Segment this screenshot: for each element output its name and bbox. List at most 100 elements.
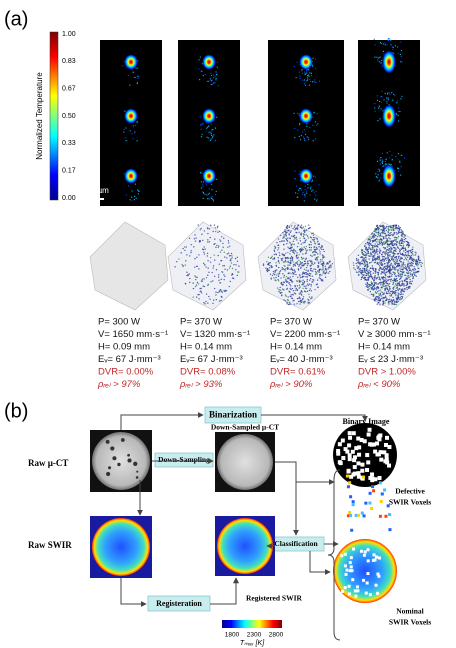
defect (394, 303, 396, 306)
defect (363, 269, 365, 271)
spatter (198, 68, 200, 70)
spatter (374, 107, 376, 109)
defect (420, 264, 422, 266)
defect (281, 294, 283, 296)
defect (230, 258, 232, 260)
voxel (386, 504, 390, 508)
defect (394, 224, 396, 226)
defect (357, 254, 360, 257)
defect (182, 247, 184, 250)
defect (386, 234, 388, 237)
defect (279, 292, 282, 294)
step-label: Classification (274, 539, 318, 548)
defect (387, 229, 390, 232)
defect (399, 273, 402, 275)
defect (298, 279, 300, 282)
defect (399, 280, 401, 283)
defect (376, 241, 378, 243)
defect (303, 275, 305, 278)
defect (372, 251, 374, 254)
defect (395, 227, 397, 229)
spatter (388, 92, 391, 94)
melt-pool (202, 108, 216, 124)
defect (384, 289, 386, 292)
defect (382, 241, 384, 243)
defect (377, 263, 380, 266)
defect (392, 234, 394, 237)
defect (385, 278, 387, 280)
defect (212, 302, 214, 305)
defect (372, 237, 375, 239)
defect (398, 227, 401, 230)
defect (299, 297, 301, 300)
spatter (213, 82, 215, 84)
defect (376, 276, 378, 279)
defect (374, 240, 376, 242)
defect (364, 259, 366, 261)
spatter (306, 77, 309, 79)
defect (384, 273, 387, 276)
defect (391, 302, 393, 304)
defect (370, 284, 372, 286)
defect (205, 300, 207, 303)
defect (204, 264, 206, 266)
defect (286, 301, 288, 304)
defect (278, 290, 280, 293)
defect (301, 247, 303, 249)
spatter (400, 49, 402, 52)
defect (379, 265, 381, 267)
defect (373, 235, 375, 238)
defect (282, 273, 284, 275)
defect (403, 290, 406, 293)
defect (203, 246, 205, 248)
defect (385, 299, 387, 302)
defect (406, 264, 409, 266)
defect (235, 264, 237, 266)
defect (380, 276, 383, 279)
defect (303, 260, 306, 263)
spatter (315, 190, 317, 192)
spatter (374, 56, 376, 58)
defect (295, 236, 298, 239)
defect (411, 250, 414, 253)
defect (330, 266, 332, 268)
defect (212, 280, 214, 282)
defect (378, 228, 380, 230)
pixel (347, 443, 352, 448)
swir-disc (92, 518, 150, 576)
parameter: V ≥ 3000 mm·s⁻¹ (358, 329, 431, 340)
defect (299, 275, 301, 277)
spatter (138, 75, 140, 77)
defect (212, 299, 215, 301)
spatter (377, 58, 379, 61)
defect (377, 250, 379, 253)
defect (262, 264, 265, 267)
defect (388, 237, 390, 239)
defect (202, 262, 205, 265)
defect (384, 247, 387, 249)
defect (382, 285, 385, 288)
class-label: Nominal (396, 607, 424, 616)
defect (265, 269, 268, 271)
defect (388, 243, 390, 246)
defect (399, 285, 402, 287)
defect (360, 278, 362, 281)
defect (393, 266, 396, 268)
defect (223, 278, 225, 281)
spatter (386, 97, 388, 99)
defect (380, 295, 382, 297)
defect (305, 245, 307, 248)
spatter (123, 131, 125, 133)
defect (220, 278, 222, 281)
defect (304, 262, 307, 265)
gap (341, 589, 345, 593)
defect (282, 232, 284, 234)
defect (292, 240, 295, 243)
defect (398, 264, 401, 266)
defect (322, 256, 324, 259)
defect (385, 242, 387, 244)
defect (357, 271, 359, 274)
spatter (310, 186, 312, 188)
pore (105, 471, 111, 477)
defect (323, 250, 325, 253)
